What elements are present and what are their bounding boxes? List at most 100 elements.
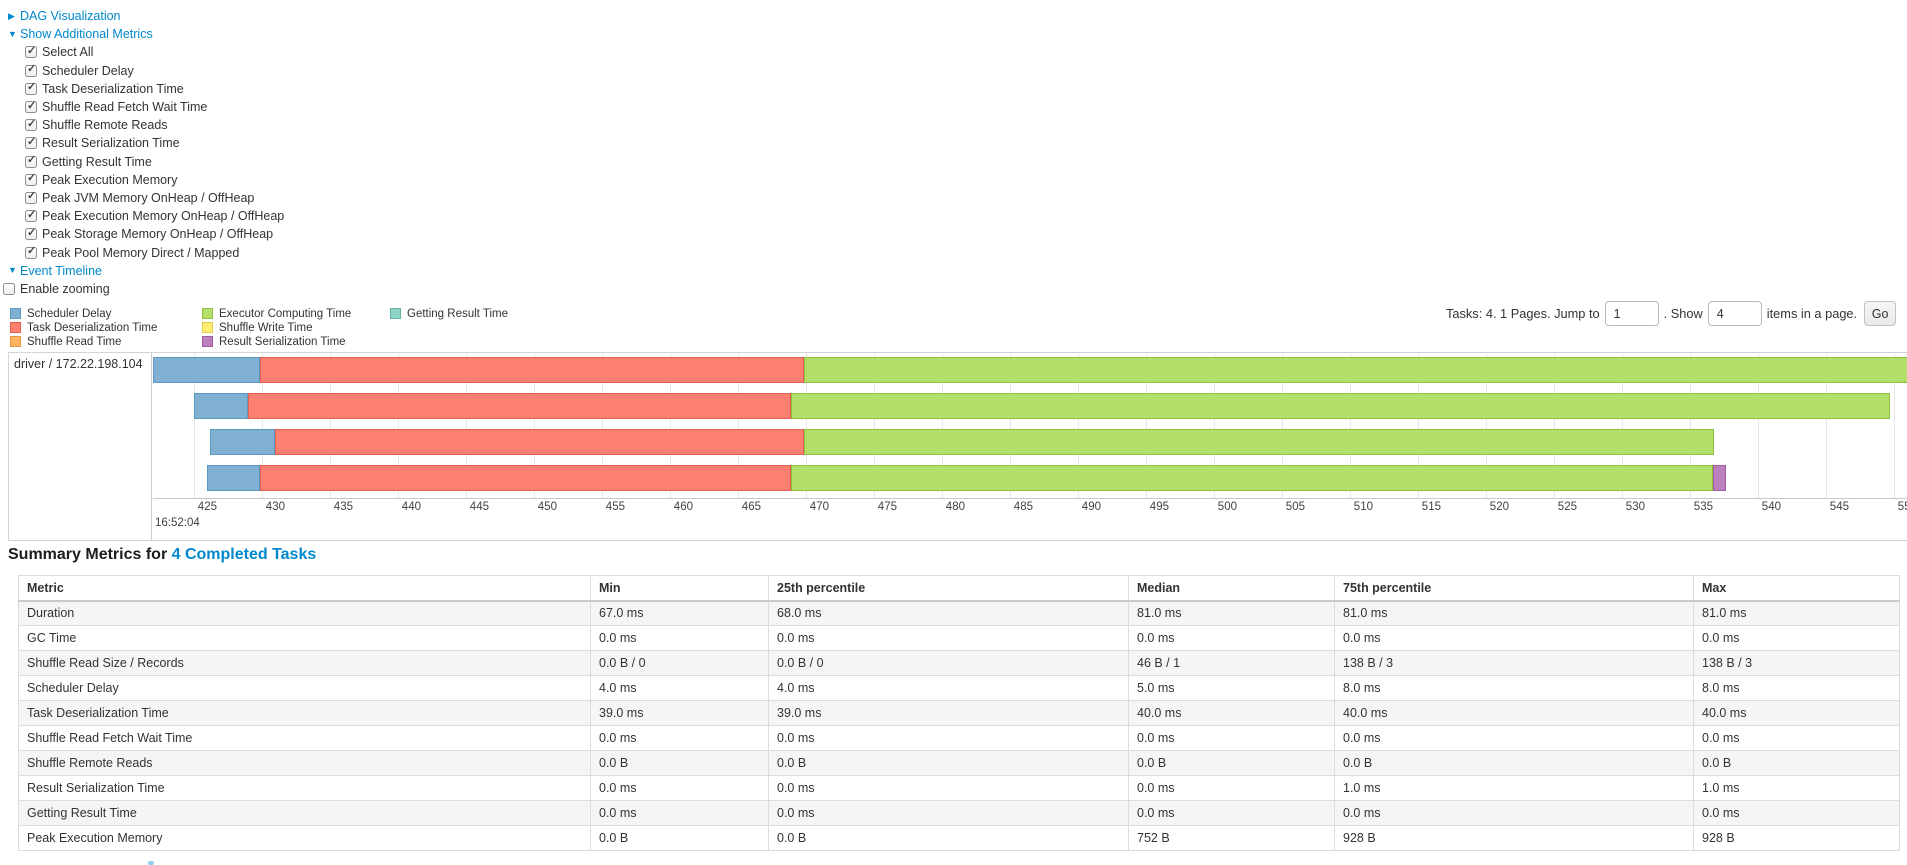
axis-tick-label: 540 [1761,501,1781,513]
axis-tick-label: 550 [1897,501,1907,513]
legend-item: Shuffle Write Time [202,321,351,335]
metric-checkbox-row: Getting Result Time [25,153,284,171]
task-bar-segment-executor_computing[interactable] [790,393,1890,419]
metric-checkbox[interactable] [25,137,37,150]
metric-value-cell: 0.0 ms [1128,725,1335,751]
axis-tick-label: 465 [741,501,761,513]
timeline-gridline [1825,353,1827,498]
scheduler-delay-swatch-icon [10,308,21,320]
timeline-gridline [1009,353,1011,498]
metric-checkbox-label: Scheduler Delay [42,63,134,78]
metric-value-cell: 0.0 ms [1334,625,1694,651]
metric-checkbox[interactable] [25,155,37,168]
task-bar-segment-task_deserialization[interactable] [260,465,791,491]
timeline-gridline [1213,353,1215,498]
timeline-gridline [805,353,807,498]
metric-name-cell: Duration [18,600,591,626]
executor-computing-time-swatch-icon [202,308,213,320]
task-bar-segment-scheduler_delay[interactable] [210,429,276,455]
table-row: Shuffle Remote Reads 0.0 B 0.0 B 0.0 B 0.0 B… [18,750,1900,776]
metric-checkbox[interactable] [25,46,37,59]
legend-column: Executor Computing Time Shuffle Write Tim… [202,307,351,349]
metric-checkbox[interactable] [25,246,37,259]
enable-zooming-checkbox[interactable] [3,282,15,295]
metric-value-cell: 68.0 ms [768,600,1129,626]
task-bar-segment-task_deserialization[interactable] [275,429,805,455]
axis-tick-label: 440 [401,501,421,513]
axis-tick-label: 500 [1217,501,1237,513]
metric-checkbox[interactable] [25,228,37,241]
task-bar-segment-scheduler_delay[interactable] [207,465,261,491]
axis-tick-label: 435 [333,501,353,513]
timeline-gridline [1417,353,1419,498]
timeline-gridline [193,353,195,498]
metric-value-cell: 0.0 B [768,825,1129,851]
legend-item-label: Getting Result Time [407,307,508,320]
axis-tick-label: 455 [605,501,625,513]
metric-checkbox[interactable] [25,64,37,77]
metric-value-cell: 8.0 ms [1334,675,1694,701]
event-timeline-link[interactable]: Event Timeline [20,263,102,278]
metric-value-cell: 752 B [1128,825,1335,851]
metric-checkbox-label: Task Deserialization Time [42,81,184,96]
items-per-page-input[interactable] [1707,301,1762,326]
task-deserialization-time-swatch-icon [10,322,21,334]
task-bar-segment-executor_computing[interactable] [804,357,1907,383]
metric-checkbox-row: Task Deserialization Time [25,80,284,98]
axis-line [153,498,1907,499]
dag-visualization-link[interactable]: DAG Visualization [20,9,121,24]
legend-item: Shuffle Read Time [10,335,157,349]
axis-tick-label: 515 [1421,501,1441,513]
metric-checkbox-row: Peak Execution Memory OnHeap / OffHeap [25,207,284,225]
table-row: Task Deserialization Time 39.0 ms 39.0 ms 4… [18,700,1900,726]
task-bar-segment-scheduler_delay[interactable] [193,393,249,419]
metric-checkbox[interactable] [25,119,37,132]
metric-checkbox[interactable] [25,82,37,95]
metric-checkbox[interactable] [25,210,37,223]
metric-value-cell: 0.0 ms [1334,725,1694,751]
metric-value-cell: 928 B [1693,825,1900,851]
metric-value-cell: 0.0 ms [768,775,1129,801]
metric-value-cell: 0.0 ms [768,625,1129,651]
metric-value-cell: 0.0 B / 0 [590,650,769,676]
task-bar-segment-executor_computing[interactable] [790,465,1713,491]
task-bar-segment-task_deserialization[interactable] [248,393,791,419]
task-bar-segment-result_serialization[interactable] [1712,465,1727,491]
table-row: Result Serialization Time 0.0 ms 0.0 ms 0.0… [18,775,1900,801]
axis-tick-label: 430 [265,501,285,513]
timeline-gridline [1621,353,1623,498]
chevron-down-icon[interactable]: ▼ [8,28,17,39]
metric-value-cell: 67.0 ms [590,600,769,626]
go-button[interactable]: Go [1864,301,1897,326]
timeline-gridline [533,353,535,498]
legend-item-label: Shuffle Read Time [27,335,122,348]
metric-checkbox[interactable] [25,101,37,114]
jump-to-page-input[interactable] [1604,301,1659,326]
chevron-down-icon[interactable]: ▼ [8,265,17,276]
timeline-plot-area: 16:52:04 425 430 435 440 445 450 455 460 465 470 4… [153,353,1907,540]
shuffle-read-time-swatch-icon [10,336,21,348]
metric-name-cell: Task Deserialization Time [18,700,591,726]
summary-metrics-table-wrap: Metric Min 25th percentile Median 75th perce… [18,575,1900,851]
metric-checkbox[interactable] [25,191,37,204]
task-bar-segment-task_deserialization[interactable] [260,357,805,383]
axis-tick-label: 450 [537,501,557,513]
metric-checkbox-label: Shuffle Remote Reads [42,118,168,133]
metric-value-cell: 138 B / 3 [1334,650,1694,676]
metric-checkbox-list: Select All Scheduler Delay Task Deserializ… [8,43,284,261]
metric-value-cell: 0.0 ms [1334,800,1694,826]
result-serialization-time-swatch-icon [202,336,213,348]
metric-name-cell: Shuffle Read Size / Records [18,650,591,676]
task-bar-segment-scheduler_delay[interactable] [153,357,261,383]
completed-tasks-link[interactable]: 4 Completed Tasks [171,546,317,563]
metric-checkbox-row: Scheduler Delay [25,62,284,80]
metric-checkbox-row: Peak JVM Memory OnHeap / OffHeap [25,189,284,207]
timeline-gridline [1689,353,1691,498]
chevron-right-icon[interactable]: ▶ [8,10,15,21]
metric-checkbox[interactable] [25,173,37,186]
timeline-gridline [601,353,603,498]
metric-checkbox-row: Result Serialization Time [25,134,284,152]
metric-value-cell: 0.0 B [768,750,1129,776]
show-additional-metrics-link[interactable]: Show Additional Metrics [20,27,153,42]
task-bar-segment-executor_computing[interactable] [804,429,1715,455]
